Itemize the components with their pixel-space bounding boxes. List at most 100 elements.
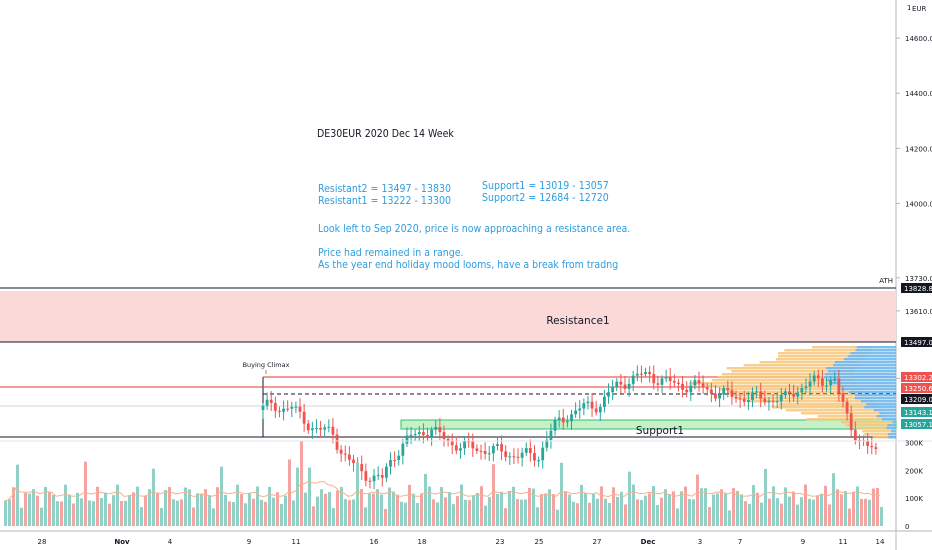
candle-body bbox=[290, 407, 293, 409]
candle-body bbox=[632, 376, 635, 384]
volume-bar bbox=[380, 495, 383, 526]
volume-bar bbox=[748, 504, 751, 526]
candle-body bbox=[319, 428, 322, 430]
volume-bar bbox=[228, 501, 231, 526]
candle-body bbox=[270, 400, 273, 403]
volume-bar bbox=[728, 510, 731, 526]
profile-bar bbox=[801, 412, 886, 415]
volume-bar bbox=[564, 491, 567, 526]
volume-bar bbox=[200, 494, 203, 526]
volume-bar bbox=[168, 487, 171, 526]
time-tick: 3 bbox=[698, 538, 702, 546]
candle-body bbox=[541, 448, 544, 461]
volume-bar bbox=[364, 507, 367, 526]
candle-body bbox=[747, 400, 750, 402]
volume-bar bbox=[272, 498, 275, 526]
volume-bar bbox=[140, 507, 143, 526]
volume-bar bbox=[608, 503, 611, 526]
profile-bar bbox=[855, 394, 896, 397]
volume-bar bbox=[836, 489, 839, 526]
candle-body bbox=[726, 388, 729, 390]
volume-bar bbox=[132, 492, 135, 526]
profile-bar bbox=[835, 361, 896, 364]
volume-bar bbox=[632, 484, 635, 526]
volume-bar bbox=[660, 498, 663, 526]
volume-bar bbox=[480, 486, 483, 526]
profile-bar bbox=[857, 427, 890, 430]
candle-body bbox=[463, 441, 466, 448]
volume-bar bbox=[764, 469, 767, 526]
candle-body bbox=[837, 379, 840, 394]
volume-bar bbox=[300, 441, 303, 526]
candle-body bbox=[669, 377, 672, 381]
resistance1-zone[interactable] bbox=[0, 291, 896, 342]
candle-body bbox=[640, 374, 643, 375]
time-tick: 9 bbox=[801, 538, 805, 546]
candle-body bbox=[451, 441, 454, 445]
candle-body bbox=[480, 451, 483, 452]
volume-bar bbox=[24, 493, 27, 526]
volume-bar bbox=[408, 485, 411, 526]
profile-bar bbox=[888, 433, 896, 436]
volume-bar bbox=[36, 496, 39, 526]
price-tick: 14200.0 bbox=[905, 145, 932, 153]
time-tick: 28 bbox=[38, 538, 47, 546]
profile-bar bbox=[855, 397, 896, 400]
profile-bar bbox=[855, 349, 896, 352]
candle-body bbox=[870, 446, 873, 447]
volume-bar bbox=[844, 491, 847, 526]
profile-bar bbox=[833, 364, 896, 367]
volume-bar bbox=[516, 499, 519, 526]
volume-tick: 100K bbox=[905, 495, 923, 503]
candle-body bbox=[533, 453, 536, 460]
volume-bar bbox=[744, 501, 747, 526]
time-tick: 27 bbox=[593, 538, 602, 546]
candle-body bbox=[780, 395, 783, 401]
volume-bar bbox=[108, 504, 111, 526]
volume-bar bbox=[760, 503, 763, 526]
candle-body bbox=[784, 391, 787, 395]
volume-bar bbox=[676, 508, 679, 526]
volume-bar bbox=[164, 490, 167, 526]
candle-body bbox=[500, 444, 503, 451]
time-tick: 7 bbox=[738, 538, 742, 546]
profile-bar bbox=[876, 415, 896, 418]
candle-body bbox=[323, 427, 326, 429]
volume-bar bbox=[368, 494, 371, 526]
candle-body bbox=[327, 427, 330, 428]
candle-body bbox=[825, 385, 828, 386]
candle-body bbox=[492, 446, 495, 453]
volume-bar bbox=[612, 487, 615, 526]
note-line3: As the year end holiday mood looms, have… bbox=[318, 259, 618, 271]
candle-body bbox=[813, 376, 816, 382]
candle-body bbox=[496, 444, 499, 446]
volume-bar bbox=[816, 496, 819, 526]
volume-bar bbox=[20, 508, 23, 526]
volume-bar bbox=[556, 510, 559, 526]
level-label: 13143.1 bbox=[904, 409, 932, 417]
candle-body bbox=[364, 471, 367, 481]
candle-body bbox=[689, 385, 692, 392]
profile-bar bbox=[879, 412, 896, 415]
profile-bar bbox=[827, 379, 896, 382]
candle-body bbox=[562, 418, 565, 423]
volume-bar bbox=[592, 494, 595, 526]
volume-bar bbox=[488, 497, 491, 526]
volume-bar bbox=[860, 499, 863, 526]
candle-body bbox=[315, 428, 318, 429]
volume-bar bbox=[720, 489, 723, 526]
candle-body bbox=[624, 385, 627, 389]
volume-bar bbox=[740, 494, 743, 526]
candle-body bbox=[644, 372, 647, 374]
candle-body bbox=[410, 435, 413, 436]
volume-bar bbox=[500, 492, 503, 526]
candle-body bbox=[377, 475, 380, 476]
volume-bar bbox=[28, 494, 31, 526]
volume-bar bbox=[684, 487, 687, 526]
volume-bar bbox=[352, 499, 355, 526]
volume-bar bbox=[268, 487, 271, 526]
volume-bar bbox=[640, 500, 643, 526]
volume-bar bbox=[432, 499, 435, 526]
volume-bar bbox=[248, 493, 251, 526]
